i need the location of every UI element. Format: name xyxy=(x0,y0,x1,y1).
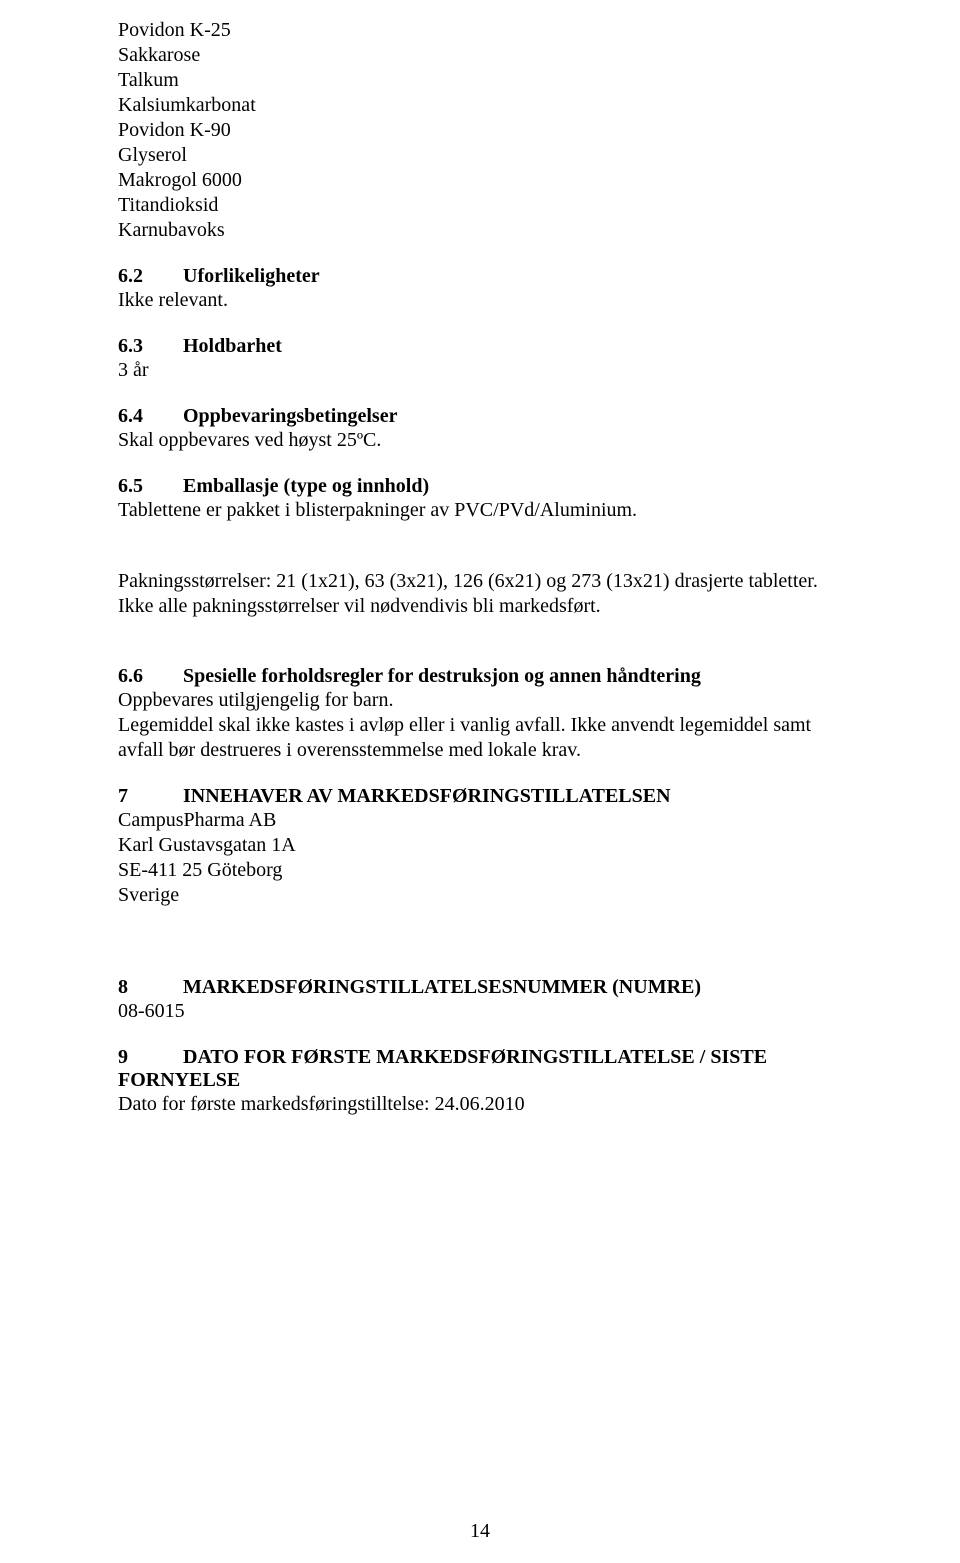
section-title: Oppbevaringsbetingelser xyxy=(183,405,397,427)
section-heading-9: 9 DATO FOR FØRSTE MARKEDSFØRINGSTILLATEL… xyxy=(118,1046,842,1092)
section-title: Emballasje (type og innhold) xyxy=(183,475,429,497)
section-heading-6-4: 6.4 Oppbevaringsbetingelser xyxy=(118,405,842,428)
ingredient-item: Glyserol xyxy=(118,143,842,168)
section-title: INNEHAVER AV MARKEDSFØRINGSTILLATELSEN xyxy=(183,785,671,807)
section-number: 6.2 xyxy=(118,265,178,288)
section-body: 08-6015 xyxy=(118,999,842,1024)
section-title: MARKEDSFØRINGSTILLATELSESNUMMER (NUMRE) xyxy=(183,976,701,998)
ingredient-item: Povidon K-25 xyxy=(118,18,842,43)
ingredient-item: Kalsiumkarbonat xyxy=(118,93,842,118)
section-heading-6-2: 6.2 Uforlikeligheter xyxy=(118,265,842,288)
section-body: Pakningsstørrelser: 21 (1x21), 63 (3x21)… xyxy=(118,569,842,594)
section-heading-6-5: 6.5 Emballasje (type og innhold) xyxy=(118,475,842,498)
section-number: 6.3 xyxy=(118,335,178,358)
section-number: 7 xyxy=(118,785,178,808)
section-number: 6.6 xyxy=(118,665,178,688)
page-number: 14 xyxy=(0,1520,960,1543)
section-body: Dato for første markedsføringstilltelse:… xyxy=(118,1092,842,1117)
document-page: Povidon K-25 Sakkarose Talkum Kalsiumkar… xyxy=(0,0,960,1563)
section-title: Spesielle forholdsregler for destruksjon… xyxy=(183,665,701,687)
section-heading-8: 8 MARKEDSFØRINGSTILLATELSESNUMMER (NUMRE… xyxy=(118,976,842,999)
section-body: Tablettene er pakket i blisterpakninger … xyxy=(118,498,842,523)
section-title: Uforlikeligheter xyxy=(183,265,320,287)
ingredient-item: Sakkarose xyxy=(118,43,842,68)
section-body: Legemiddel skal ikke kastes i avløp elle… xyxy=(118,713,842,763)
section-body: Oppbevares utilgjengelig for barn. xyxy=(118,688,842,713)
section-heading-7: 7 INNEHAVER AV MARKEDSFØRINGSTILLATELSEN xyxy=(118,785,842,808)
ingredient-item: Titandioksid xyxy=(118,193,842,218)
section-number: 6.5 xyxy=(118,475,178,498)
ingredient-item: Talkum xyxy=(118,68,842,93)
ingredients-list: Povidon K-25 Sakkarose Talkum Kalsiumkar… xyxy=(118,18,842,243)
address-line: Sverige xyxy=(118,883,842,908)
section-body: Ikke relevant. xyxy=(118,288,842,313)
section-number: 9 xyxy=(118,1046,178,1069)
section-title: DATO FOR FØRSTE MARKEDSFØRINGSTILLATELSE… xyxy=(118,1046,767,1091)
ingredient-item: Povidon K-90 xyxy=(118,118,842,143)
section-heading-6-3: 6.3 Holdbarhet xyxy=(118,335,842,358)
section-number: 8 xyxy=(118,976,178,999)
ingredient-item: Makrogol 6000 xyxy=(118,168,842,193)
address-line: CampusPharma AB xyxy=(118,808,842,833)
section-body: Skal oppbevares ved høyst 25ºC. xyxy=(118,428,842,453)
address-line: Karl Gustavsgatan 1A xyxy=(118,833,842,858)
ingredient-item: Karnubavoks xyxy=(118,218,842,243)
section-heading-6-6: 6.6 Spesielle forholdsregler for destruk… xyxy=(118,665,842,688)
section-body: 3 år xyxy=(118,358,842,383)
address-line: SE-411 25 Göteborg xyxy=(118,858,842,883)
section-number: 6.4 xyxy=(118,405,178,428)
section-title: Holdbarhet xyxy=(183,335,282,357)
section-body: Ikke alle pakningsstørrelser vil nødvend… xyxy=(118,594,842,619)
